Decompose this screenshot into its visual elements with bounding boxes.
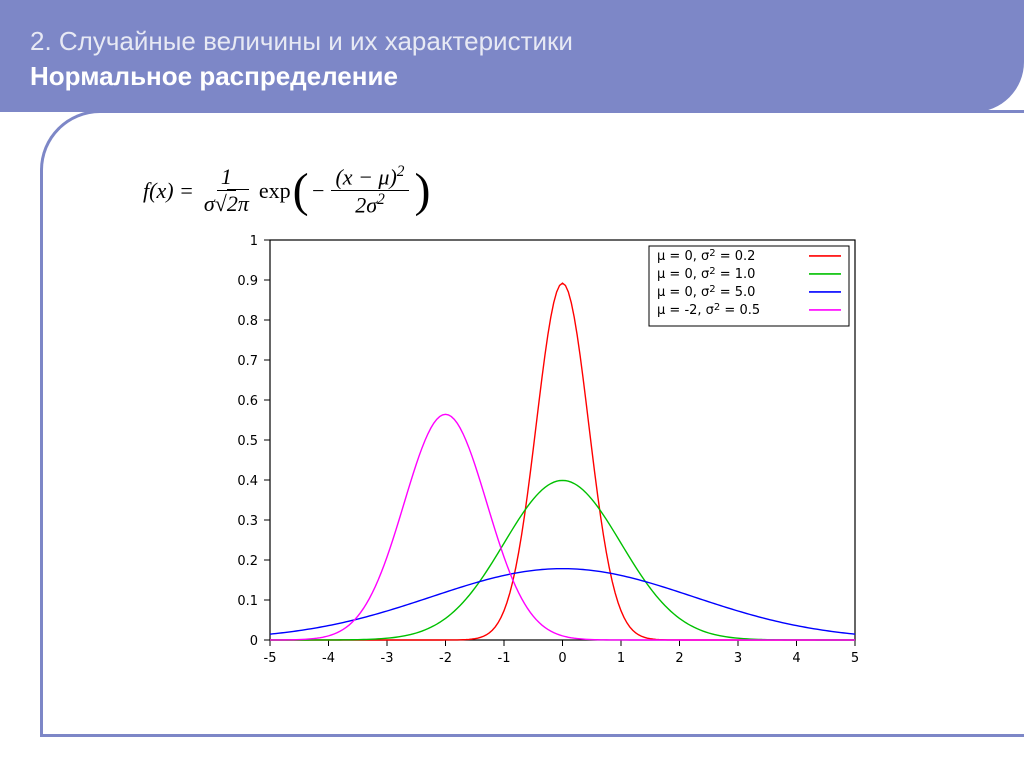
svg-text:μ = 0, σ2 = 1.0: μ = 0, σ2 = 1.0: [657, 266, 755, 282]
normal-dist-chart: -5 -4 -3 -2 -1 0 1 2 3 4 5 0 0.1 0.2 0.3 0.4 0.5 0.6 0.7 0.…: [215, 225, 875, 680]
formula-exp: exp: [259, 178, 291, 204]
pdf-formula: f(x) = 1 σ√2π exp ( − (x − μ)2 2σ2 ): [143, 163, 1004, 219]
svg-text:1: 1: [250, 234, 258, 249]
header-line-1: 2. Случайные величины и их характеристик…: [30, 24, 994, 59]
svg-text:-2: -2: [439, 651, 452, 666]
formula-frac2: (x − μ)2 2σ2: [331, 163, 408, 219]
svg-text:0.9: 0.9: [237, 274, 258, 289]
chart-svg: -5 -4 -3 -2 -1 0 1 2 3 4 5 0 0.1 0.2 0.3 0.4 0.5 0.6 0.7 0.…: [215, 225, 875, 680]
svg-text:0: 0: [250, 634, 258, 649]
formula-frac2-den: 2σ2: [351, 191, 389, 218]
svg-text:3: 3: [734, 651, 742, 666]
formula-neg: −: [311, 178, 326, 204]
svg-text:0.8: 0.8: [237, 314, 258, 329]
svg-text:4: 4: [792, 651, 800, 666]
formula-lhs: f(x) =: [143, 178, 194, 204]
formula-frac1-num: 1: [217, 164, 236, 191]
svg-text:μ = 0, σ2 = 5.0: μ = 0, σ2 = 5.0: [657, 284, 755, 300]
svg-text:0.4: 0.4: [237, 474, 258, 489]
svg-text:0: 0: [558, 651, 566, 666]
svg-text:0.2: 0.2: [237, 554, 258, 569]
svg-text:0.6: 0.6: [237, 394, 258, 409]
formula-frac1-den: σ√2π: [200, 191, 253, 217]
svg-text:0.1: 0.1: [237, 594, 258, 609]
svg-text:μ = 0, σ2 = 0.2: μ = 0, σ2 = 0.2: [657, 248, 755, 264]
svg-text:-4: -4: [322, 651, 335, 666]
formula-frac1: 1 σ√2π: [200, 164, 253, 217]
header-line-2: Нормальное распределение: [30, 59, 994, 94]
slide-header: 2. Случайные величины и их характеристик…: [0, 0, 1024, 112]
svg-text:1: 1: [617, 651, 625, 666]
svg-text:0.7: 0.7: [237, 354, 258, 369]
svg-text:5: 5: [851, 651, 859, 666]
svg-text:2: 2: [675, 651, 683, 666]
svg-text:0.3: 0.3: [237, 514, 258, 529]
svg-text:-1: -1: [498, 651, 511, 666]
formula-lparen: (: [293, 169, 309, 212]
svg-text:μ = -2, σ2 = 0.5: μ = -2, σ2 = 0.5: [657, 302, 760, 318]
svg-text:-3: -3: [381, 651, 394, 666]
formula-rparen: ): [415, 169, 431, 212]
formula-frac2-num: (x − μ)2: [331, 163, 408, 191]
svg-text:-5: -5: [264, 651, 277, 666]
svg-text:0.5: 0.5: [237, 434, 258, 449]
